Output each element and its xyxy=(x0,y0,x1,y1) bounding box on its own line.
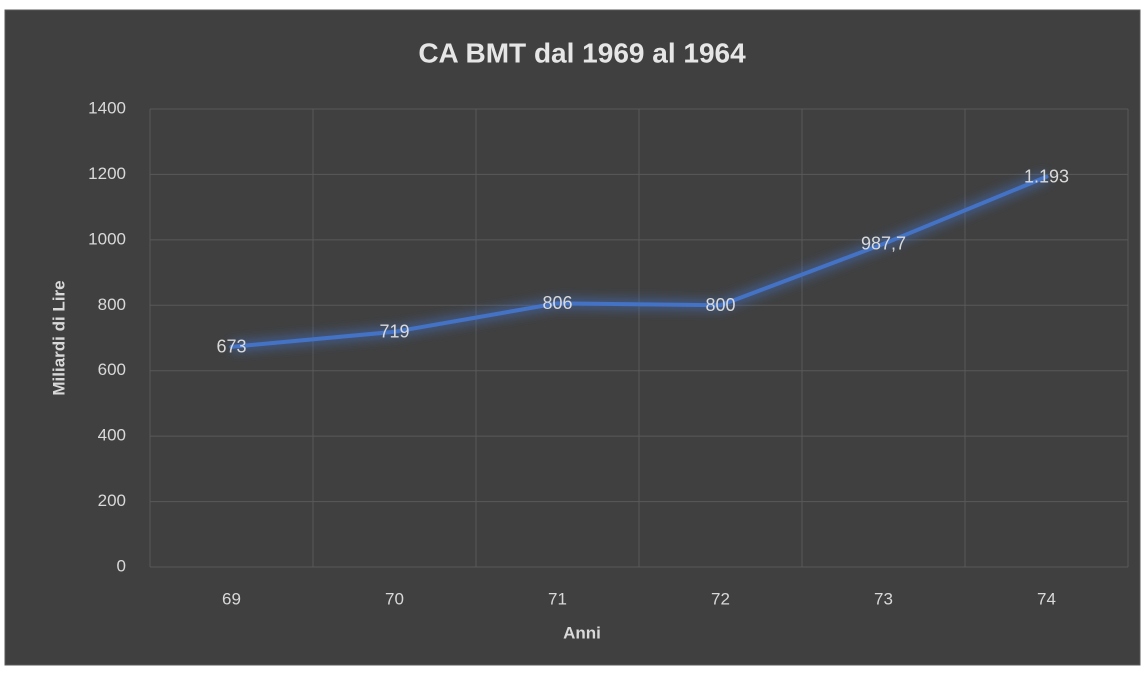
y-axis-label: Miliardi di Lire xyxy=(49,280,68,395)
data-label: 806 xyxy=(542,293,572,313)
y-tick-label: 1200 xyxy=(88,164,126,183)
data-label: 719 xyxy=(379,322,409,342)
x-tick-label: 69 xyxy=(222,589,241,608)
data-label: 987,7 xyxy=(861,234,906,254)
data-label: 800 xyxy=(705,295,735,315)
y-tick-label: 800 xyxy=(98,295,126,314)
y-tick-label: 200 xyxy=(98,491,126,510)
x-tick-label: 71 xyxy=(548,589,567,608)
y-tick-label: 1000 xyxy=(88,229,126,248)
x-tick-label: 70 xyxy=(385,589,404,608)
chart-title: CA BMT dal 1969 al 1964 xyxy=(418,37,746,68)
y-tick-label: 0 xyxy=(117,556,126,575)
chart-background xyxy=(4,9,1141,666)
grid: 0 200 400 600 800 1000 1200 1400 69 70 71 72 73 74 xyxy=(88,98,1129,608)
x-tick-label: 73 xyxy=(874,589,893,608)
data-label: 1.193 xyxy=(1024,166,1069,186)
data-line xyxy=(229,174,1049,349)
y-tick-label: 400 xyxy=(98,426,126,445)
x-axis-label: Anni xyxy=(563,623,601,642)
x-tick-label: 74 xyxy=(1037,589,1056,608)
y-tick-label: 1400 xyxy=(88,98,126,117)
plot: 673 719 806 800 987,7 1.193 xyxy=(216,166,1069,356)
data-label: 673 xyxy=(216,337,246,357)
x-tick-label: 72 xyxy=(711,589,730,608)
y-tick-label: 600 xyxy=(98,360,126,379)
